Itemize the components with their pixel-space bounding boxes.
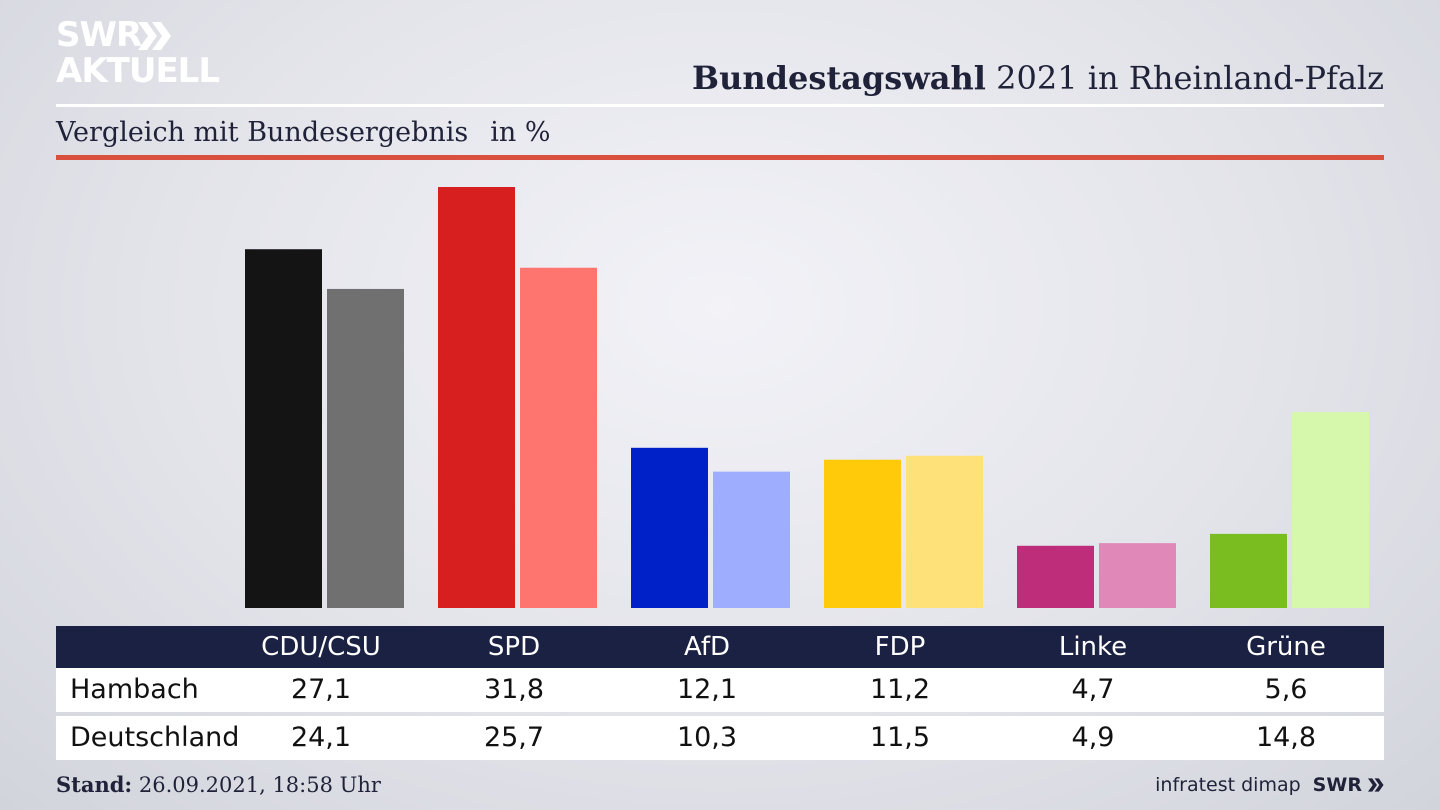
column-header-fdp: FDP [874,632,926,662]
source-credit: infratest dimap SWR [1155,770,1384,800]
bar-gr-ne-deutschland [1292,412,1369,608]
results-table: CDU/CSU SPD AfD FDP Linke Grüne Hambach 27,1 31… [56,626,1384,760]
bar-cdu-csu-hambach [245,249,322,608]
title-rest: 2021 in Rheinland-Pfalz [985,59,1384,97]
column-header-linke: Linke [1058,632,1128,662]
subtitle-text: Vergleich mit Bundesergebnis [56,117,469,148]
value-deutschland-gr-ne: 14,8 [1255,722,1317,753]
column-header-spd: SPD [487,632,541,662]
row-label-deutschland: Deutschland [70,722,240,753]
value-deutschland-spd: 25,7 [483,722,545,753]
stand-value: 26.09.2021, 18:58 Uhr [132,773,381,797]
source-text: infratest dimap [1155,774,1301,796]
logo-text-swr: SWR [56,15,142,55]
value-hambach-afd: 12,1 [676,674,738,705]
bar-fdp-deutschland [906,455,983,608]
bar-fdp-hambach [824,459,901,608]
brand-text: SWR [1312,774,1362,796]
bar-cdu-csu-deutschland [327,288,404,608]
table-header: CDU/CSU SPD AfD FDP Linke Grüne [56,626,1384,668]
value-hambach-linke: 4,7 [1071,674,1115,705]
value-deutschland-cdu-csu: 24,1 [290,722,352,753]
swr-aktuell-logo: SWR AKTUELL [56,16,226,90]
value-deutschland-afd: 10,3 [676,722,738,753]
logo-text-aktuell: AKTUELL [56,51,220,91]
bar-linke-hambach [1017,545,1094,608]
timestamp: Stand: 26.09.2021, 18:58 Uhr [56,770,381,800]
value-hambach-spd: 31,8 [483,674,545,705]
bar-linke-deutschland [1099,543,1176,608]
bar-afd-hambach [631,447,708,608]
title-bold: Bundestagswahl [692,59,986,97]
table-row-hambach: Hambach 27,1 31,8 12,1 11,2 4,7 5,6 [56,668,1384,712]
column-header-afd: AfD [683,632,731,662]
column-header-cdu-csu: CDU/CSU [261,632,381,662]
value-hambach-cdu-csu: 27,1 [290,674,352,705]
value-hambach-fdp: 11,2 [869,674,931,705]
bar-chart [245,187,1369,608]
chevron-right-icon [1368,778,1384,792]
value-deutschland-linke: 4,9 [1071,722,1115,753]
row-label-hambach: Hambach [70,674,199,705]
chart-subtitle: Vergleich mit Bundesergebnis in % [56,116,551,150]
divider-white [56,104,1384,107]
stand-label: Stand: [56,772,133,797]
chevron-right-icon [138,22,171,50]
table-row-deutschland: Deutschland 24,1 25,7 10,3 11,5 4,9 14,8 [56,716,1384,760]
bar-spd-hambach [438,187,515,608]
unit-label: in % [490,117,551,148]
divider-red [56,155,1384,160]
column-header-gr-ne: Grüne [1246,632,1326,662]
value-hambach-gr-ne: 5,6 [1264,674,1308,705]
value-deutschland-fdp: 11,5 [869,722,931,753]
bar-spd-deutschland [520,267,597,608]
page-title: Bundestagswahl 2021 in Rheinland-Pfalz [692,58,1384,98]
bar-gr-ne-hambach [1210,533,1287,608]
bar-afd-deutschland [713,471,790,608]
